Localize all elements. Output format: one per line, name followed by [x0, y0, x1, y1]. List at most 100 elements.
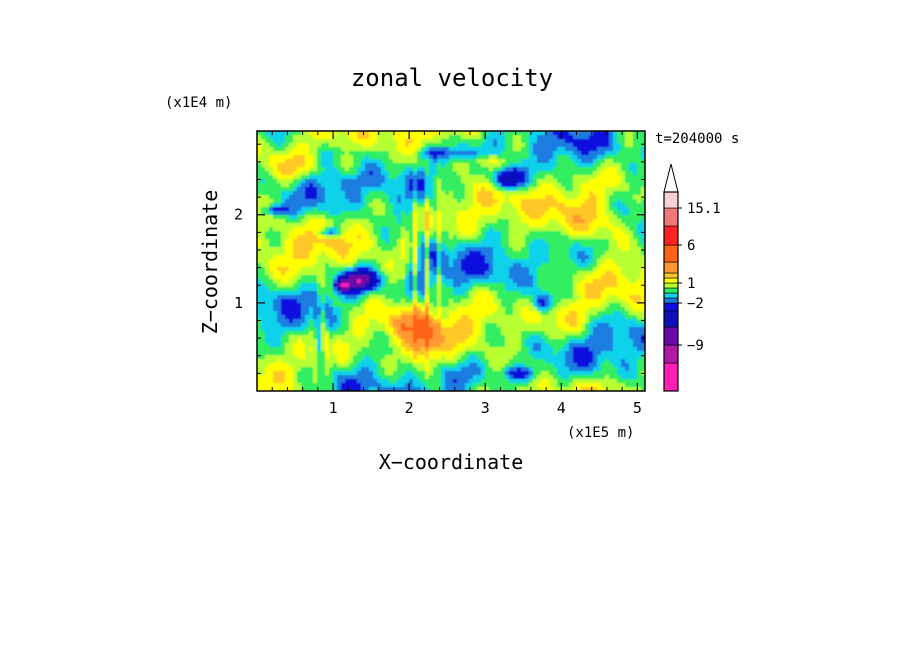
heatmap-cell: [617, 211, 622, 216]
heatmap-cell: [629, 327, 634, 332]
heatmap-cell: [621, 247, 626, 252]
heatmap-cell: [633, 175, 638, 180]
heatmap-cell: [629, 231, 634, 236]
heatmap-cell: [589, 283, 594, 288]
heatmap-cell: [537, 267, 542, 272]
heatmap-cell: [557, 247, 562, 252]
heatmap-cell: [501, 159, 506, 164]
heatmap-cell: [361, 175, 366, 180]
heatmap-cell: [361, 191, 366, 196]
heatmap-cell: [509, 275, 514, 280]
heatmap-cell: [353, 179, 358, 184]
heatmap-cell: [265, 303, 270, 308]
heatmap-cell: [377, 131, 382, 136]
heatmap-cell: [397, 235, 402, 240]
heatmap-cell: [561, 179, 566, 184]
heatmap-cell: [273, 131, 278, 136]
heatmap-cell: [613, 323, 618, 328]
heatmap-cell: [529, 227, 534, 232]
heatmap-cell: [345, 227, 350, 232]
heatmap-cell: [417, 191, 422, 196]
heatmap-cell: [269, 311, 274, 316]
heatmap-cell: [533, 179, 538, 184]
heatmap-cell: [585, 167, 590, 172]
heatmap-cell: [413, 159, 418, 164]
heatmap-cell: [501, 295, 506, 300]
heatmap-cell: [533, 167, 538, 172]
heatmap-cell: [361, 159, 366, 164]
heatmap-cell: [317, 327, 322, 332]
heatmap-cell: [277, 307, 282, 312]
heatmap-cell: [285, 195, 290, 200]
heatmap-cell: [405, 267, 410, 272]
heatmap-cell: [461, 135, 466, 140]
heatmap-cell: [401, 275, 406, 280]
heatmap-cell: [401, 263, 406, 268]
heatmap-cell: [485, 139, 490, 144]
heatmap-cell: [477, 195, 482, 200]
heatmap-cell: [573, 231, 578, 236]
heatmap-cell: [613, 319, 618, 324]
heatmap-cell: [401, 239, 406, 244]
heatmap-cell: [549, 187, 554, 192]
heatmap-cell: [377, 271, 382, 276]
heatmap-cell: [605, 299, 610, 304]
heatmap-cell: [361, 155, 366, 160]
heatmap-cell: [393, 271, 398, 276]
heatmap-cell: [561, 307, 566, 312]
heatmap-cell: [365, 327, 370, 332]
heatmap-cell: [509, 187, 514, 192]
heatmap-cell: [405, 139, 410, 144]
heatmap-cell: [269, 159, 274, 164]
heatmap-cell: [473, 143, 478, 148]
heatmap-cell: [585, 235, 590, 240]
heatmap-cell: [565, 203, 570, 208]
heatmap-cell: [257, 291, 262, 296]
heatmap-cell: [389, 283, 394, 288]
heatmap-cell: [465, 175, 470, 180]
heatmap-cell: [565, 135, 570, 140]
heatmap-cell: [601, 327, 606, 332]
heatmap-cell: [529, 279, 534, 284]
heatmap-cell: [589, 171, 594, 176]
heatmap-cell: [393, 247, 398, 252]
heatmap-cell: [629, 179, 634, 184]
heatmap-cell: [473, 227, 478, 232]
heatmap-cell: [365, 207, 370, 212]
heatmap-cell: [349, 243, 354, 248]
heatmap-cell: [573, 143, 578, 148]
heatmap-cell: [405, 215, 410, 220]
heatmap-cell: [465, 139, 470, 144]
heatmap-cell: [637, 171, 642, 176]
heatmap-cell: [385, 259, 390, 264]
heatmap-cell: [461, 299, 466, 304]
heatmap-cell: [325, 143, 330, 148]
heatmap-cell: [505, 191, 510, 196]
heatmap-cell: [621, 223, 626, 228]
heatmap-cell: [313, 199, 318, 204]
heatmap-cell: [309, 223, 314, 228]
heatmap-cell: [353, 139, 358, 144]
heatmap-cell: [381, 247, 386, 252]
heatmap-cell: [385, 199, 390, 204]
heatmap-cell: [521, 219, 526, 224]
heatmap-cell: [573, 223, 578, 228]
heatmap-cell: [521, 243, 526, 248]
heatmap-cell: [369, 155, 374, 160]
heatmap-cell: [461, 287, 466, 292]
heatmap-cell: [373, 267, 378, 272]
heatmap-cell: [333, 143, 338, 148]
heatmap-cell: [601, 307, 606, 312]
heatmap-cell: [385, 159, 390, 164]
heatmap-cell: [473, 279, 478, 284]
heatmap-cell: [509, 223, 514, 228]
heatmap-cell: [481, 255, 486, 260]
heatmap-cell: [529, 327, 534, 332]
heatmap-cell: [425, 143, 430, 148]
heatmap-cell: [449, 199, 454, 204]
heatmap-cell: [497, 267, 502, 272]
heatmap-cell: [337, 283, 342, 288]
heatmap-cell: [265, 267, 270, 272]
heatmap-cell: [473, 259, 478, 264]
heatmap-cell: [261, 163, 266, 168]
